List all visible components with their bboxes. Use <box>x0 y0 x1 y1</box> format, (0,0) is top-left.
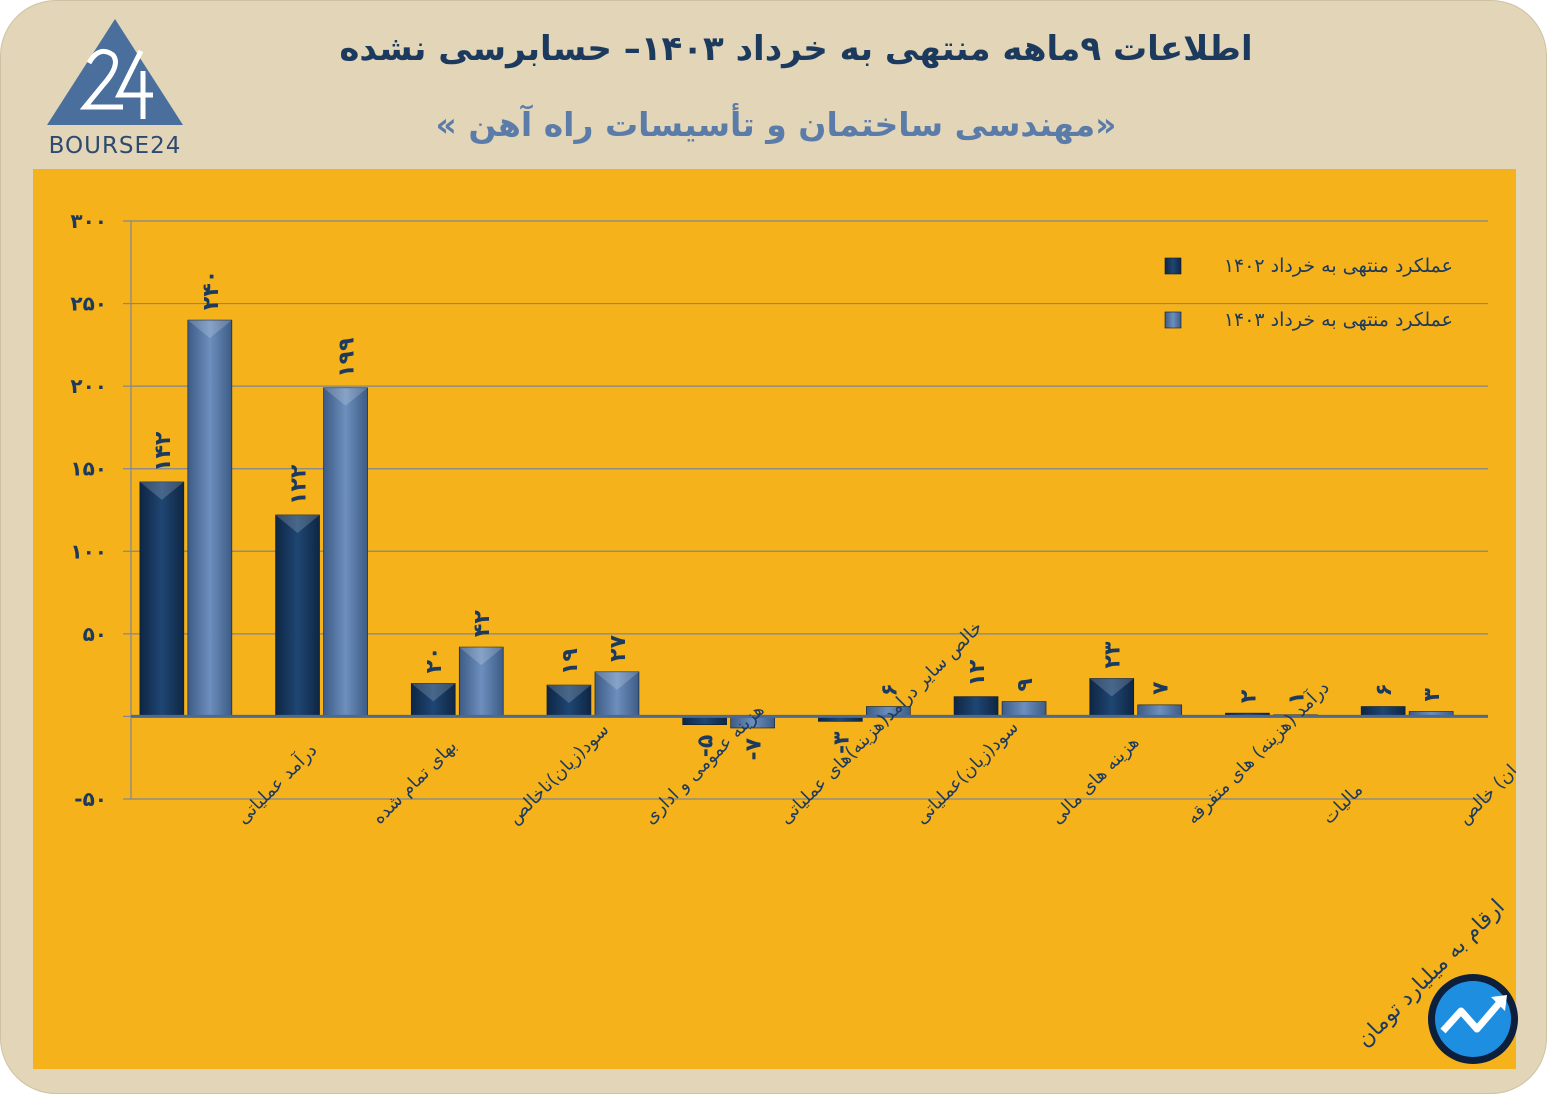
legend-label: عملکرد منتهی به خرداد ۱۴۰۳ <box>1224 309 1453 331</box>
data-label: ۲۳ <box>1101 641 1126 668</box>
bar-1403 <box>1137 704 1183 717</box>
data-label: ۲۷ <box>606 634 631 661</box>
bar-bevel <box>275 514 320 533</box>
bar-1402 <box>275 514 320 717</box>
data-label: ۱۴۲ <box>151 431 176 472</box>
legend-swatch <box>1164 311 1182 329</box>
bar-1403 <box>187 319 233 717</box>
x-category-label: سود(زیان)ناخالص <box>504 719 613 828</box>
growth-arrow-icon <box>1428 974 1518 1064</box>
bar-bevel <box>546 685 591 704</box>
bar-1402 <box>546 684 592 717</box>
bar-bevel <box>594 671 639 690</box>
x-category-label: مالیات <box>1318 779 1367 828</box>
bar-1402 <box>953 696 999 717</box>
bourse24-logo: BOURSE24 <box>41 15 189 161</box>
y-tick-label: ۲۰۰ <box>70 374 107 398</box>
data-label: ۲ <box>1236 689 1261 703</box>
legend-label: عملکرد منتهی به خرداد ۱۴۰۲ <box>1224 255 1453 277</box>
bar-bevel <box>323 387 368 406</box>
data-label: ۳ <box>1420 687 1445 701</box>
data-label: -۷ <box>742 737 767 760</box>
data-label: ۲۴۰ <box>199 270 224 310</box>
data-label: ۲۰ <box>422 647 447 674</box>
x-category-label: سود(زیان) خالص <box>1454 723 1516 829</box>
x-category-label: بهای تمام شده <box>368 736 461 829</box>
data-label: ۱۲ <box>965 659 990 686</box>
bar-1402 <box>1089 678 1135 717</box>
bar-1403 <box>323 387 368 717</box>
bar-1403 <box>1001 701 1047 717</box>
bar-bevel <box>139 481 184 500</box>
data-label: ۱۹۹ <box>335 337 360 377</box>
x-category-label: هزینه های مالی <box>1047 732 1144 829</box>
bar-1403 <box>594 671 640 717</box>
y-tick-label: ۱۵۰ <box>70 457 107 481</box>
data-label: ۱۹ <box>558 648 583 675</box>
legend-swatch <box>1164 257 1182 275</box>
data-label: ۴۲ <box>470 610 495 637</box>
bar-bevel <box>459 647 504 666</box>
y-tick-label: ۱۰۰ <box>70 539 107 563</box>
y-tick-label: -۵۰ <box>74 787 107 811</box>
data-label: ۷ <box>1149 681 1174 695</box>
bar-bevel <box>187 320 232 339</box>
data-label: -۵ <box>694 735 719 758</box>
chart-panel: -۵۰ ۵۰ ۱۰۰ ۱۵۰ ۲۰۰ ۲۵۰ ۳۰۰ ۱۴۲ ۱۲۲ ۲۰ ۱۹ -۵ -۳ ۱۲ ۲۳ ۲ ۶… <box>33 169 1516 1069</box>
data-label: ۱ <box>1284 691 1309 704</box>
bar-bevel <box>411 683 456 702</box>
data-label: ۱۲۲ <box>287 464 312 505</box>
page-subtitle: «مهندسی ساختمان و تأسیسات راه آهن » <box>435 105 1117 144</box>
logo-text: BOURSE24 <box>48 133 182 159</box>
logo-triangle-icon <box>47 19 183 125</box>
bar-1402 <box>139 481 185 717</box>
y-tick-label: ۲۵۰ <box>70 292 107 316</box>
data-label: ۶ <box>877 683 902 696</box>
y-tick-label: ۳۰۰ <box>70 209 107 233</box>
bar-1402 <box>410 683 456 717</box>
data-label: ۶ <box>1372 683 1397 696</box>
x-category-label: سود(زیان)عملیاتی <box>911 717 1023 829</box>
page-title: اطلاعات ۹ماهه منتهی به خرداد ۱۴۰۳– حسابر… <box>339 29 1253 69</box>
x-category-label: درآمد عملیاتی <box>231 738 321 828</box>
bar-bevel <box>1089 678 1134 697</box>
data-label: ۹ <box>1013 678 1038 691</box>
y-tick-label: ۵۰ <box>83 622 107 646</box>
data-label: -۳ <box>829 731 854 754</box>
